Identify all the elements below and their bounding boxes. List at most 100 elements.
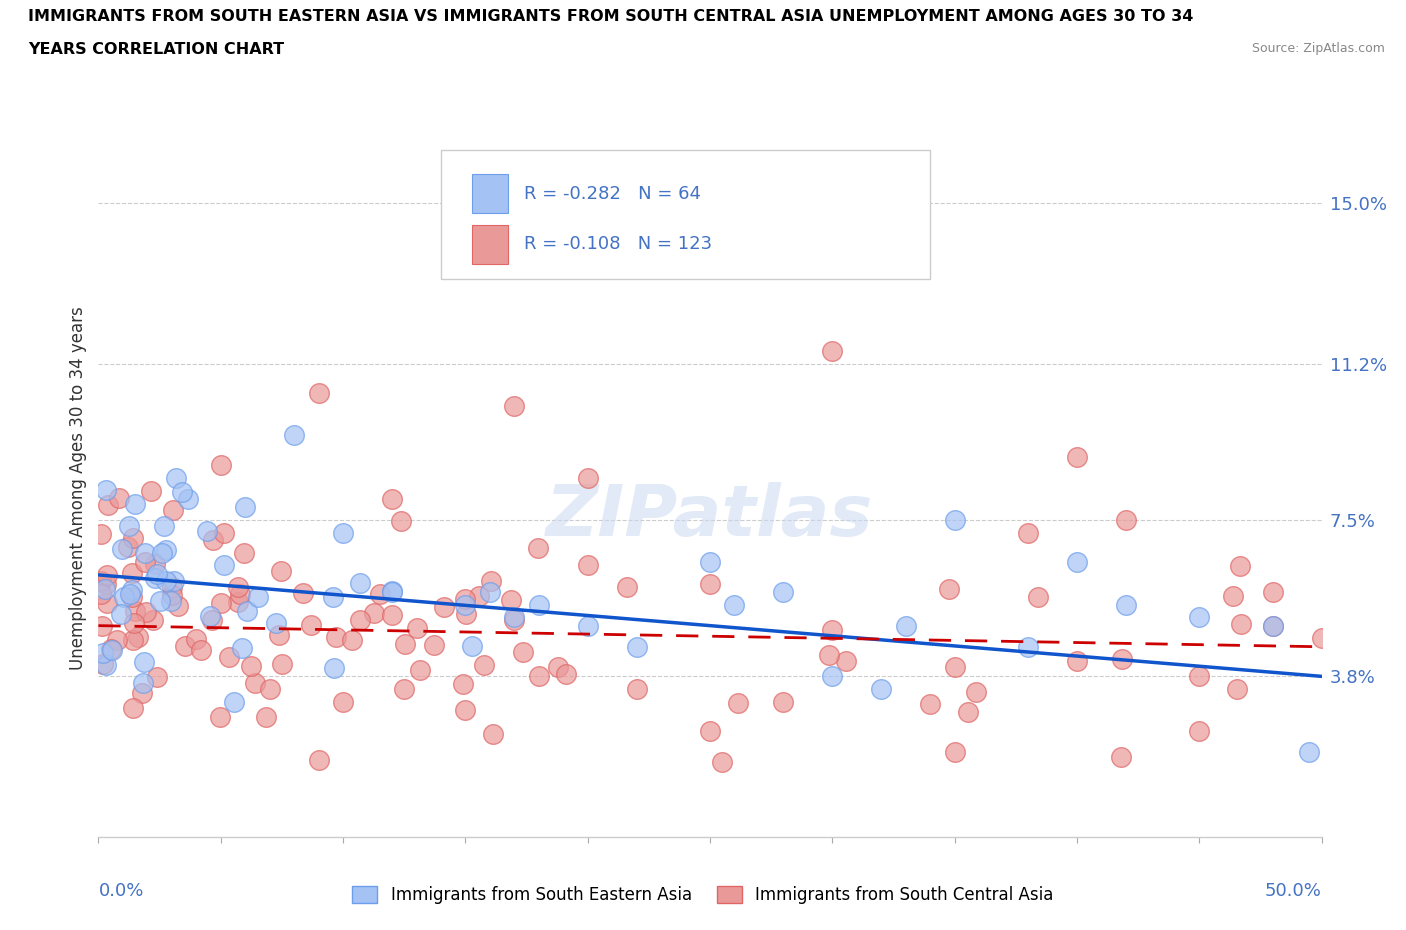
Point <box>454 597 477 612</box>
Point <box>142 613 165 628</box>
Point <box>1017 639 1039 654</box>
Point <box>965 684 987 699</box>
Point <box>957 705 980 720</box>
Point <box>105 633 128 648</box>
Point <box>101 643 124 658</box>
Point <box>433 599 456 614</box>
Point <box>938 581 960 596</box>
Point <box>943 512 966 527</box>
Point <box>259 682 281 697</box>
Point <box>134 554 156 569</box>
Point <box>870 682 893 697</box>
Point <box>155 573 177 588</box>
Point <box>283 428 305 443</box>
Point <box>96 596 118 611</box>
Point <box>389 513 412 528</box>
Text: 0.0%: 0.0% <box>98 883 143 900</box>
Point <box>482 727 505 742</box>
Point <box>177 491 200 506</box>
Point <box>91 657 114 671</box>
Point <box>1115 512 1137 527</box>
Point <box>190 643 212 658</box>
Point <box>165 471 187 485</box>
Point <box>162 502 184 517</box>
Point <box>456 606 478 621</box>
Point <box>94 581 117 596</box>
Point <box>710 754 733 769</box>
FancyBboxPatch shape <box>441 150 931 279</box>
Point <box>527 597 550 612</box>
Point <box>160 588 183 603</box>
Point <box>576 557 599 572</box>
Point <box>90 574 112 589</box>
Point <box>266 616 288 631</box>
Text: R = -0.108   N = 123: R = -0.108 N = 123 <box>524 235 713 253</box>
Point <box>423 638 446 653</box>
Point <box>332 695 354 710</box>
Point <box>201 613 224 628</box>
Point <box>91 618 114 633</box>
Point <box>699 724 721 738</box>
Point <box>121 582 143 597</box>
Bar <box>471 174 508 213</box>
Point <box>134 546 156 561</box>
Point <box>349 613 371 628</box>
Point <box>1226 682 1249 697</box>
Point <box>409 663 432 678</box>
Point <box>363 605 385 620</box>
Point <box>723 597 745 612</box>
Point <box>503 398 526 413</box>
Point <box>170 485 193 499</box>
Point <box>127 630 149 644</box>
Point <box>135 604 157 619</box>
Point <box>143 570 166 585</box>
Point <box>1111 652 1133 667</box>
Point <box>699 555 721 570</box>
Point <box>91 645 114 660</box>
Point <box>1188 610 1211 625</box>
Point <box>340 632 363 647</box>
Point <box>616 579 638 594</box>
Point <box>1188 669 1211 684</box>
Point <box>821 343 844 358</box>
Point <box>512 644 534 659</box>
Point <box>160 594 183 609</box>
Point <box>332 525 354 540</box>
Point <box>322 590 344 604</box>
Point <box>271 657 294 671</box>
Point <box>1115 597 1137 612</box>
Point <box>502 612 524 627</box>
Point <box>226 594 249 609</box>
Point <box>208 710 231 724</box>
Point <box>381 584 404 599</box>
Point <box>1229 617 1251 631</box>
Point <box>943 745 966 760</box>
Point <box>1066 555 1088 570</box>
Point <box>122 531 145 546</box>
Point <box>818 648 841 663</box>
Point <box>322 660 344 675</box>
Point <box>392 682 415 697</box>
Point <box>292 586 315 601</box>
Point <box>381 584 404 599</box>
Point <box>1261 618 1284 633</box>
Point <box>132 676 155 691</box>
Point <box>121 566 143 581</box>
Point <box>920 697 942 711</box>
Point <box>894 618 917 633</box>
Point <box>107 491 129 506</box>
Point <box>198 608 221 623</box>
Text: IMMIGRANTS FROM SOUTH EASTERN ASIA VS IMMIGRANTS FROM SOUTH CENTRAL ASIA UNEMPLO: IMMIGRANTS FROM SOUTH EASTERN ASIA VS IM… <box>28 9 1194 24</box>
Point <box>325 630 347 644</box>
Bar <box>471 225 508 264</box>
Point <box>349 576 371 591</box>
Point <box>1310 631 1333 645</box>
Text: R = -0.282   N = 64: R = -0.282 N = 64 <box>524 185 702 203</box>
Point <box>118 587 141 602</box>
Point <box>772 695 794 710</box>
Point <box>167 599 190 614</box>
Point <box>481 574 503 589</box>
Point <box>472 658 495 673</box>
Point <box>122 616 145 631</box>
Point <box>97 498 120 512</box>
